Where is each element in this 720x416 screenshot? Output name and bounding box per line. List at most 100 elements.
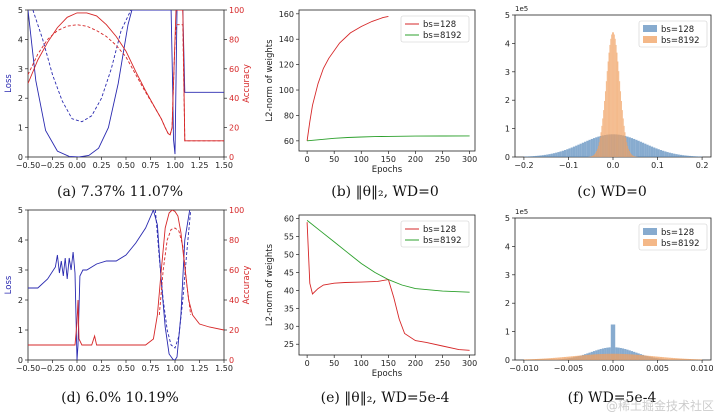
legend-label: bs=8192 xyxy=(423,236,462,246)
x-tick-label: 50 xyxy=(329,359,339,368)
hist-bar xyxy=(644,143,647,157)
hist-bar xyxy=(619,81,621,157)
panel-caption-d: (d) 6.0% 10.19% xyxy=(61,390,179,406)
hist-bar xyxy=(543,154,547,157)
hist-bar xyxy=(592,354,596,360)
hist-bar xyxy=(557,357,560,360)
hist-bar xyxy=(690,156,694,157)
hist-bar xyxy=(688,155,691,157)
hist-bar xyxy=(695,156,698,157)
legend-label: bs=8192 xyxy=(661,36,700,46)
y-tick-label: 3 xyxy=(505,68,510,77)
x-tick-label: 150 xyxy=(381,155,396,164)
hist-bar xyxy=(608,52,610,157)
x-tick-label: 0.00 xyxy=(68,364,86,373)
x-axis-label: Epochs xyxy=(372,165,403,175)
hist-bar xyxy=(530,359,533,360)
hist-bar xyxy=(668,357,671,360)
hist-bar xyxy=(648,145,651,157)
series-line-bs-128 xyxy=(306,222,470,351)
hist-bar xyxy=(682,155,685,157)
y-tick-label: 2 xyxy=(18,296,23,305)
x-tick-label: −0.1 xyxy=(559,161,578,170)
hist-bar xyxy=(653,356,656,360)
x-tick-label: 150 xyxy=(381,359,396,368)
hist-bar xyxy=(679,154,683,157)
y2-tick-label: 100 xyxy=(229,206,244,215)
y2-tick-label: 80 xyxy=(229,236,239,245)
hist-bar xyxy=(537,155,540,157)
hist-bar xyxy=(539,155,542,157)
panel-caption-e: (e) ‖θ‖₂, WD=5e-4 xyxy=(321,390,450,406)
hist-bar xyxy=(624,132,626,157)
x-tick-label: 200 xyxy=(408,359,423,368)
hist-bar xyxy=(607,61,609,157)
hist-bar xyxy=(615,44,617,157)
y-axis-label: L2-norm of weights xyxy=(265,243,275,326)
hist-bar xyxy=(590,138,593,157)
hist-bar xyxy=(550,153,553,157)
hist-bar xyxy=(668,152,671,157)
hist-bar xyxy=(535,359,538,360)
hist-bar xyxy=(606,347,609,360)
hist-bar xyxy=(584,141,587,157)
hist-bar xyxy=(697,156,700,157)
hist-bar xyxy=(686,358,689,360)
y-tick-label: 4 xyxy=(18,236,23,245)
hist-bar xyxy=(675,358,678,360)
hist-bar xyxy=(588,139,591,157)
x-tick-label: 1.25 xyxy=(191,364,209,373)
hist-bar xyxy=(575,145,578,157)
y-tick-label: 0 xyxy=(505,356,510,365)
hist-bar xyxy=(623,125,625,157)
hist-bar xyxy=(604,91,606,157)
y-tick-label: 5 xyxy=(18,6,23,15)
hist-bar xyxy=(541,155,544,157)
hist-bar xyxy=(606,71,608,157)
hist-bar xyxy=(532,156,536,157)
hist-bar xyxy=(644,355,647,360)
y-tick-label: 160 xyxy=(279,10,294,19)
hist-bar xyxy=(614,38,616,157)
x-tick-label: 0.010 xyxy=(691,364,714,373)
hist-bar xyxy=(670,357,674,360)
hist-bar xyxy=(631,154,633,157)
hist-bar xyxy=(693,156,696,157)
series-line-bs-128 xyxy=(306,15,389,141)
hist-bar xyxy=(633,138,636,157)
hist-bar xyxy=(626,142,628,157)
hist-bar xyxy=(559,357,562,360)
hist-bar xyxy=(639,355,642,360)
x-tick-label: 250 xyxy=(435,359,450,368)
hist-bar xyxy=(629,151,630,157)
hist-bar xyxy=(641,355,645,360)
x-tick-label: 50 xyxy=(329,155,339,164)
x-tick-label: 0.1 xyxy=(651,161,664,170)
y2-tick-label: 0 xyxy=(229,356,234,365)
hist-bar xyxy=(559,151,562,157)
x-tick-label: 0 xyxy=(305,359,310,368)
y-axis-label: Loss xyxy=(4,275,14,294)
hist-bar xyxy=(613,353,616,360)
x-tick-label: 0 xyxy=(305,155,310,164)
y-exponent-label: 1e5 xyxy=(515,5,528,13)
hist-bar xyxy=(657,356,660,360)
x-tick-label: 200 xyxy=(408,155,423,164)
hist-bar xyxy=(688,359,691,360)
hist-bar xyxy=(655,356,658,360)
hist-bar xyxy=(552,153,556,157)
hist-bar xyxy=(621,353,625,360)
hist-bar xyxy=(601,353,605,360)
hist-bar xyxy=(539,358,542,360)
x-tick-label: 100 xyxy=(354,155,369,164)
x-tick-label: 300 xyxy=(462,155,477,164)
y-tick-label: 0 xyxy=(18,153,23,162)
y2-tick-label: 60 xyxy=(229,266,239,275)
legend-label: bs=128 xyxy=(661,228,694,238)
hist-bar xyxy=(679,358,683,360)
y-tick-label: 30 xyxy=(284,322,294,331)
hist-bar xyxy=(526,156,529,157)
hist-bar xyxy=(548,154,551,157)
series-line-bs-8192 xyxy=(307,135,470,142)
hist-bar xyxy=(561,357,564,360)
